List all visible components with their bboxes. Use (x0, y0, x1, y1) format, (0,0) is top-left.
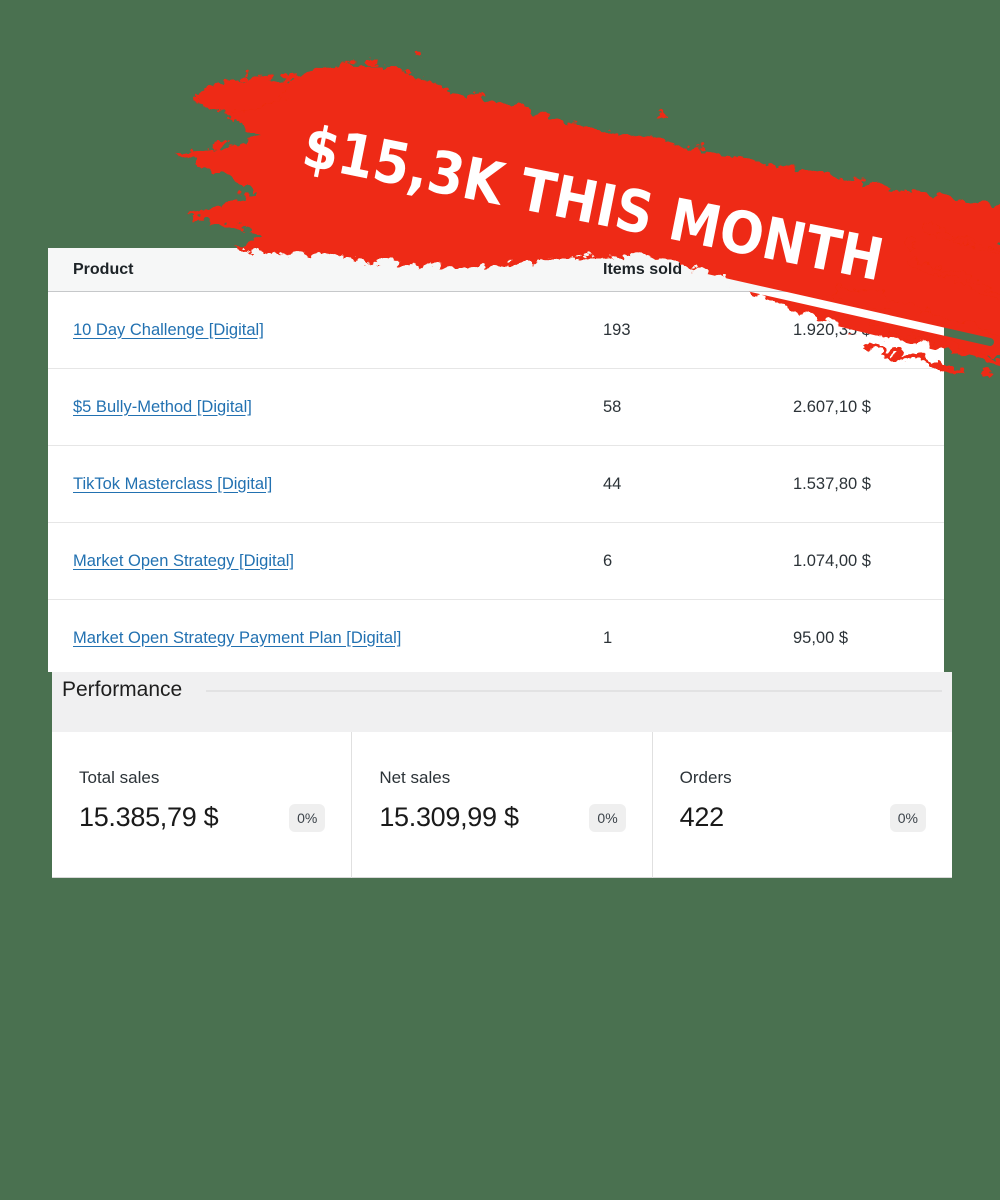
product-link[interactable]: 10 Day Challenge [Digital] (73, 320, 264, 339)
items-sold-value: 6 (603, 551, 613, 570)
table-row: $5 Bully-Method [Digital] 58 2.607,10 $ (48, 369, 944, 446)
table-row: 10 Day Challenge [Digital] 193 1.920,35 … (48, 292, 944, 369)
net-sales-value: 95,00 $ (793, 628, 849, 647)
product-link[interactable]: TikTok Masterclass [Digital] (73, 474, 273, 493)
column-header-net-sales[interactable]: Net sales (793, 260, 864, 278)
column-header-product[interactable]: Product (73, 260, 134, 278)
items-sold-value: 1 (603, 628, 613, 647)
table-row: Market Open Strategy [Digital] 6 1.074,0… (48, 523, 944, 600)
performance-header: Performance (52, 672, 952, 732)
stat-label: Orders (679, 768, 732, 787)
performance-title: Performance (62, 678, 183, 701)
items-sold-value: 193 (603, 320, 631, 339)
product-link[interactable]: Market Open Strategy Payment Plan [Digit… (73, 628, 402, 647)
table-row: TikTok Masterclass [Digital] 44 1.537,80… (48, 446, 944, 523)
product-link[interactable]: $5 Bully-Method [Digital] (73, 397, 252, 416)
table-row: Market Open Strategy Payment Plan [Digit… (48, 600, 944, 672)
performance-panel: Performance Total sales 15.385,79 $ 0% N… (52, 672, 952, 878)
stat-change-badge: 0% (589, 803, 626, 832)
net-sales-value: 1.074,00 $ (793, 551, 871, 570)
column-header-items-sold[interactable]: Items sold (603, 260, 683, 278)
net-sales-value: 1.537,80 $ (793, 474, 871, 493)
stat-label: Net sales (379, 768, 451, 787)
stat-value: 15.309,99 $ (379, 802, 519, 832)
stat-value: 15.385,79 $ (79, 802, 219, 832)
stat-change-badge: 0% (889, 803, 926, 832)
stat-card-net-sales: Net sales 15.309,99 $ 0% (351, 732, 651, 878)
stat-value: 422 (679, 802, 724, 832)
stat-label: Total sales (79, 768, 160, 787)
items-sold-value: 58 (603, 397, 622, 416)
net-sales-value: 1.920,35 $ (793, 320, 871, 339)
table-header-row: Product Items sold Net sales (48, 248, 944, 292)
stat-change-badge: 0% (289, 803, 326, 832)
net-sales-value: 2.607,10 $ (793, 397, 871, 416)
stat-card-orders: Orders 422 0% (651, 732, 952, 878)
performance-stats: Total sales 15.385,79 $ 0% Net sales 15.… (52, 732, 952, 878)
divider-line (206, 690, 942, 692)
product-link[interactable]: Market Open Strategy [Digital] (73, 551, 295, 570)
products-table: Product Items sold Net sales 10 Day Chal… (48, 248, 944, 672)
stat-card-total-sales: Total sales 15.385,79 $ 0% (52, 732, 351, 878)
items-sold-value: 44 (603, 474, 622, 493)
